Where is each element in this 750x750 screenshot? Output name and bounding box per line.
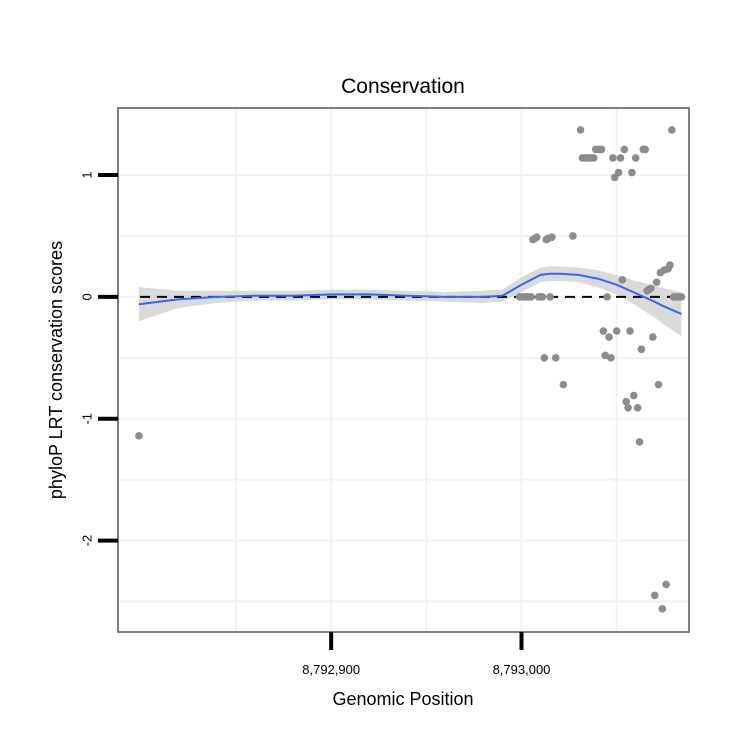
data-point [624,403,632,412]
data-point [614,168,623,177]
gridlines [119,109,688,631]
y-tick-label: 0 [79,293,94,300]
data-point [633,403,642,412]
data-point [635,438,644,446]
y-tick-label: -2 [79,535,94,547]
data-point [630,391,638,400]
data-point [647,284,655,293]
scatter-points [135,126,686,613]
data-point [532,233,541,241]
data-point [135,432,143,440]
data-point [650,591,659,600]
data-point [538,293,547,301]
data-point [599,327,608,335]
data-point [605,333,613,341]
data-point [641,145,650,154]
data-point [628,168,636,177]
smooth-line [138,272,682,315]
data-point [626,327,634,335]
data-point [620,145,629,154]
data-point [652,278,661,287]
plot-panel [118,108,689,632]
data-point [609,154,617,162]
data-point [666,261,674,270]
data-point [548,233,556,241]
y-tick-label: 1 [79,171,94,178]
data-point [654,380,663,389]
data-point [540,354,549,362]
data-point [649,333,657,341]
data-point [637,345,646,354]
x-tick-label: 8,793,000 [493,662,551,677]
y-tick-label: -1 [79,413,94,425]
x-tick-label: 8,792,900 [302,662,360,677]
data-point [597,145,606,154]
data-point [551,354,560,362]
data-point [616,154,625,162]
data-point [668,126,676,134]
y-axis-title: phyloP LRT conservation scores [46,241,66,499]
data-point [622,397,630,406]
chart-title: Conservation [341,75,465,98]
y-axis: 1 0 -1 -2 [79,171,118,546]
data-point [603,293,611,301]
data-point [590,154,598,162]
x-axis: 8,792,900 8,793,000 [302,632,550,677]
plot-panel-border [117,107,690,633]
data-point [601,351,610,360]
data-point [559,380,568,389]
data-point [527,293,535,301]
data-point [631,154,640,162]
smooth-line-layer [138,272,682,315]
data-point [618,276,627,284]
data-point [612,327,621,335]
data-point [569,232,577,240]
data-point [607,354,615,362]
data-point [658,605,667,613]
data-point [546,293,554,301]
data-point [576,126,585,134]
data-point [662,580,670,589]
x-axis-title: Genomic Position [332,689,473,709]
data-point [677,293,686,301]
